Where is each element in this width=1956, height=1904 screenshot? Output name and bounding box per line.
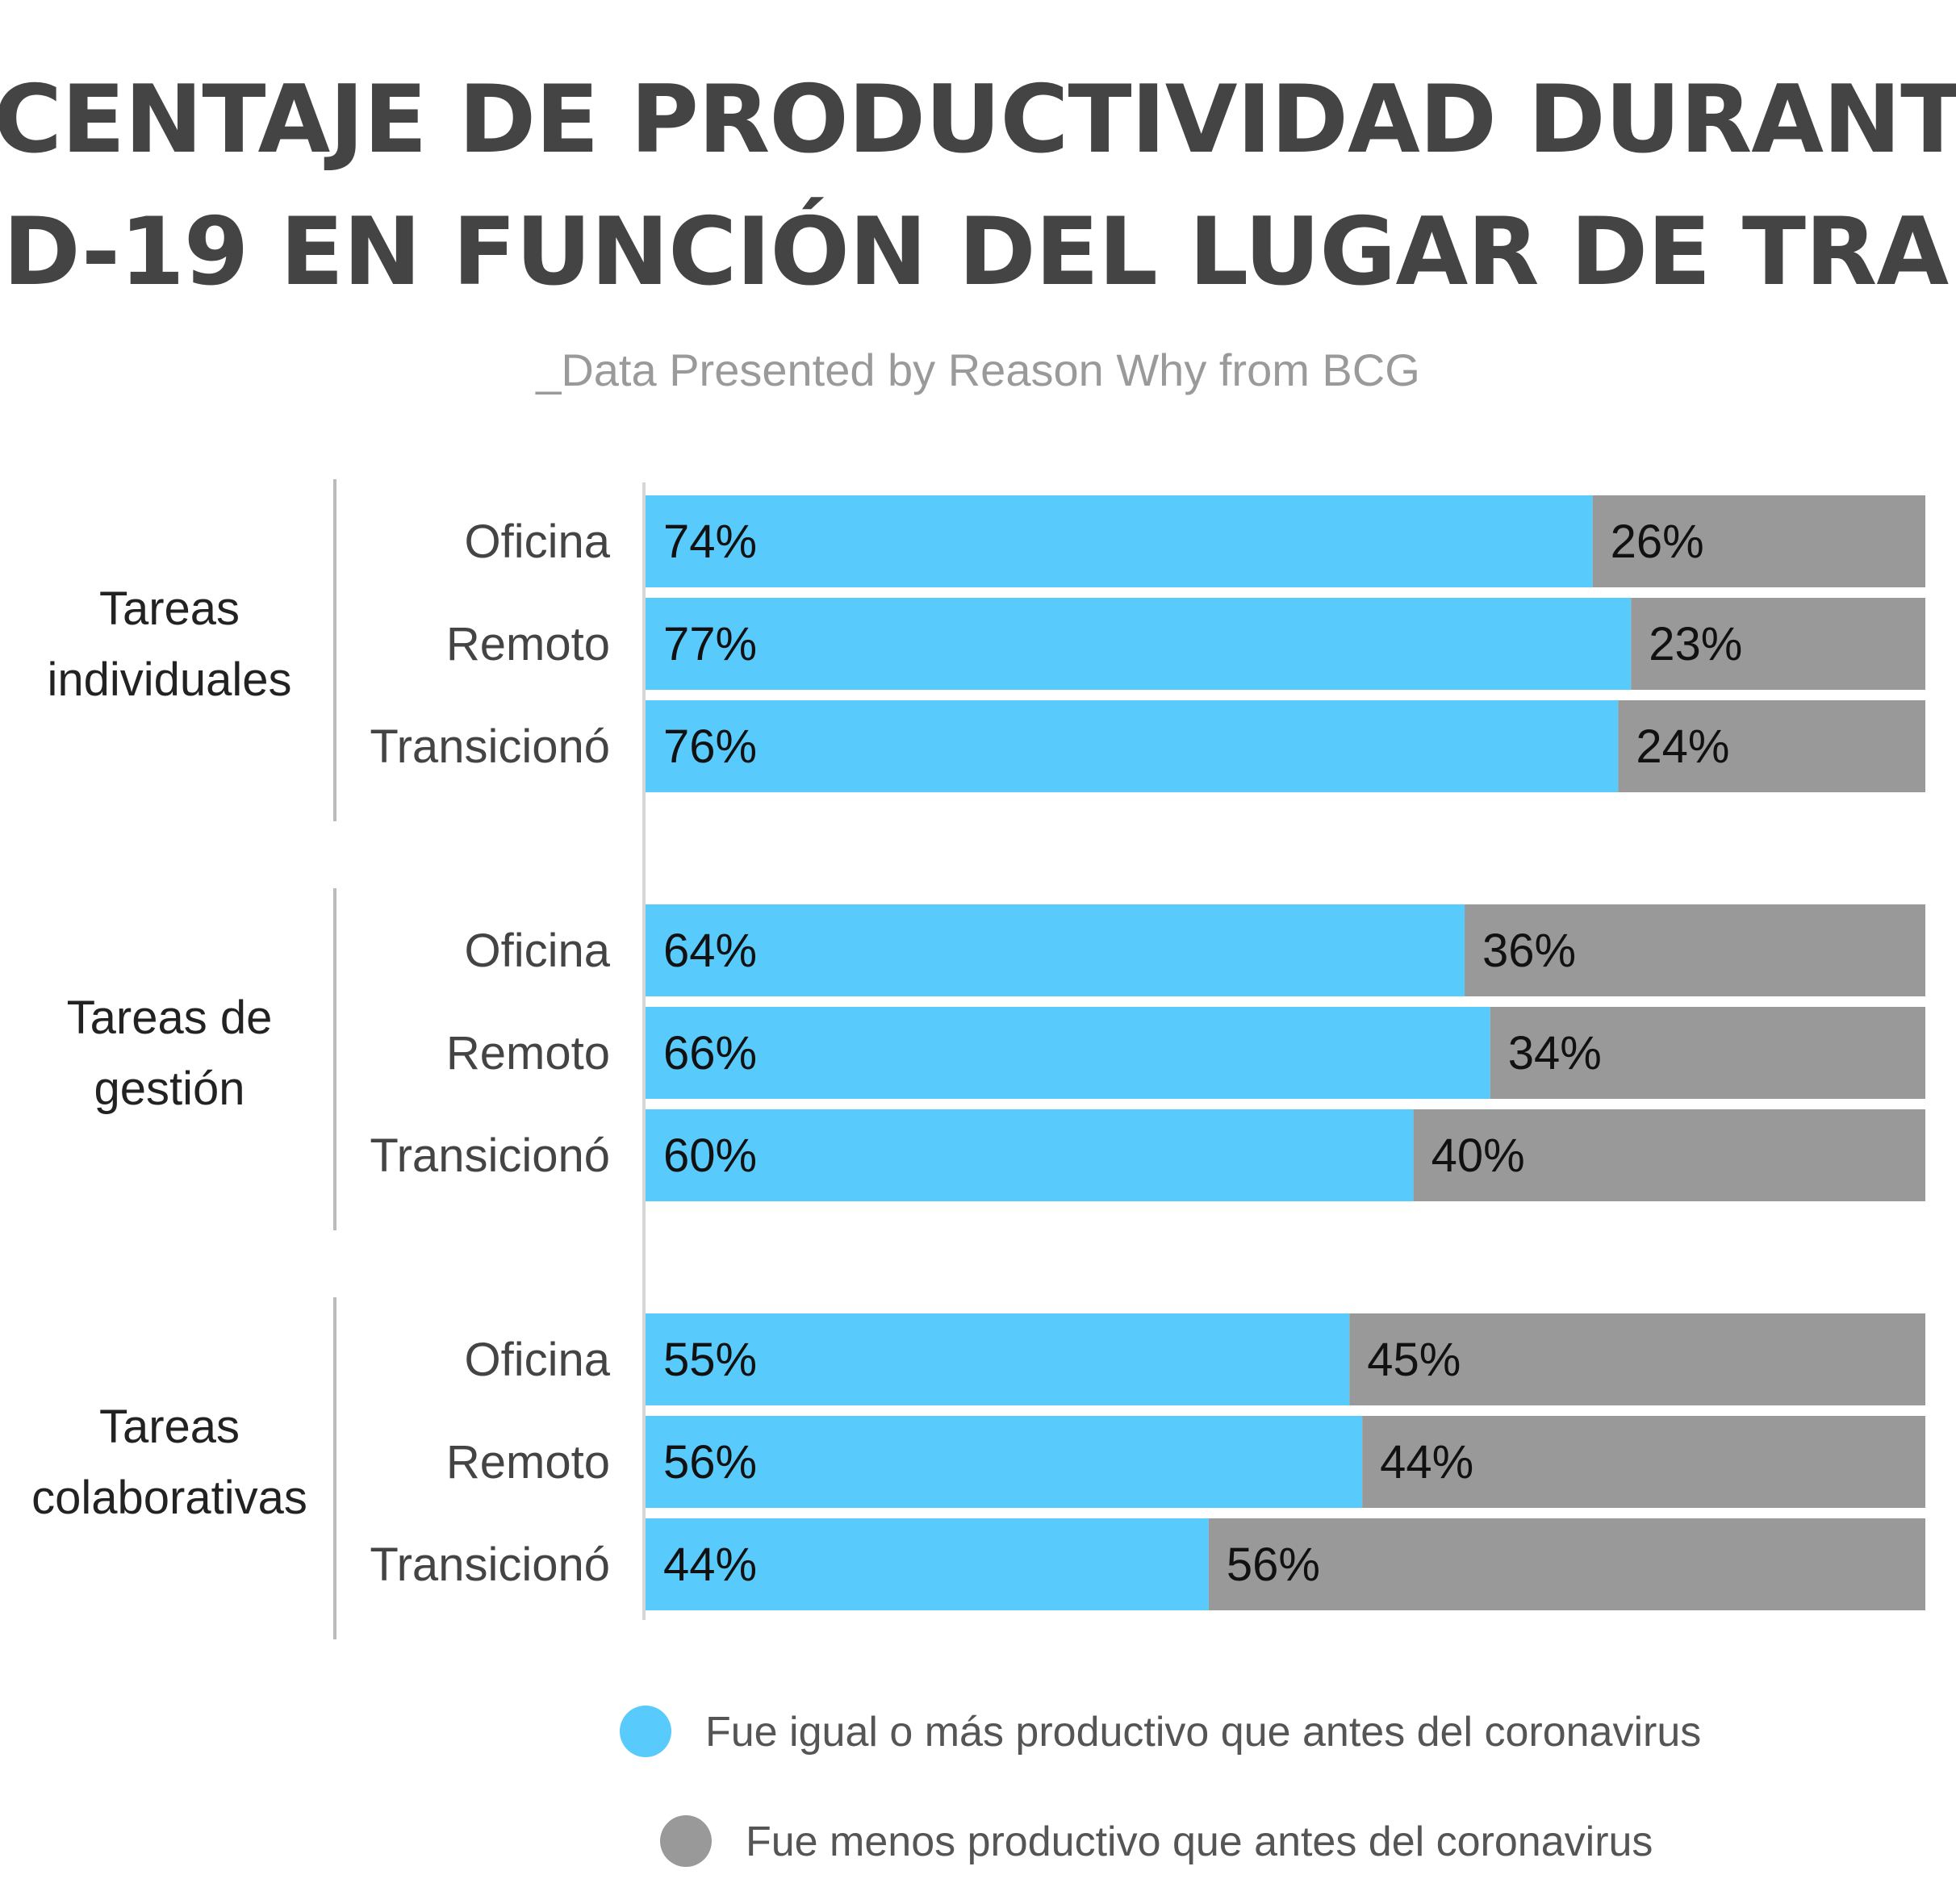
data-label-more: 56% xyxy=(663,1436,757,1489)
bar-more xyxy=(646,1313,1350,1405)
data-label-more: 55% xyxy=(663,1334,757,1386)
data-label-more: 44% xyxy=(663,1539,757,1591)
data-label-less: 24% xyxy=(1636,720,1729,773)
category-label: Transicionó xyxy=(370,1539,610,1591)
group-label: Tareas de xyxy=(67,992,273,1044)
legend-swatch xyxy=(660,1815,712,1867)
bar-less xyxy=(1592,495,1925,587)
legend-label: Fue igual o más productivo que antes del… xyxy=(705,1709,1701,1756)
data-label-less: 26% xyxy=(1611,516,1704,568)
category-label: Remoto xyxy=(446,1436,610,1489)
bar-less xyxy=(1362,1416,1925,1508)
data-label-more: 64% xyxy=(663,925,757,977)
group-label: gestión xyxy=(94,1063,245,1115)
data-label-less: 40% xyxy=(1431,1129,1525,1182)
bar-more xyxy=(646,700,1619,792)
chart-subtitle: _Data Presented by Reason Why from BCG xyxy=(535,344,1420,395)
bar-less xyxy=(1208,1518,1925,1610)
category-label: Remoto xyxy=(446,1027,610,1079)
category-label: Remoto xyxy=(446,618,610,670)
bar-less xyxy=(1490,1007,1925,1099)
category-label: Oficina xyxy=(464,1334,610,1386)
category-label: Oficina xyxy=(464,516,610,568)
bar-more xyxy=(646,495,1593,587)
group-label: colaborativas xyxy=(31,1472,307,1524)
data-label-less: 44% xyxy=(1380,1436,1473,1489)
bar-more xyxy=(646,904,1465,996)
data-label-more: 76% xyxy=(663,720,757,773)
bar-more xyxy=(646,1007,1490,1099)
group-label: Tareas xyxy=(99,1401,240,1453)
bar-more xyxy=(646,1518,1209,1610)
category-label: Transicionó xyxy=(370,1129,610,1182)
data-label-less: 23% xyxy=(1649,618,1742,670)
legend: Fue igual o más productivo que antes del… xyxy=(620,1706,1701,1867)
bars-layer: Tareas individuales Oficina 74% 26% Remoto 77%… xyxy=(31,479,1925,1639)
bar-more xyxy=(646,1416,1363,1508)
bar-less xyxy=(1413,1109,1925,1201)
data-label-more: 60% xyxy=(663,1129,757,1182)
bar-more xyxy=(646,1109,1414,1201)
bar-less xyxy=(1631,598,1925,690)
legend-label: Fue menos productivo que antes del coron… xyxy=(746,1818,1653,1865)
legend-swatch xyxy=(620,1706,671,1757)
group-label: Tareas xyxy=(99,582,240,635)
chart-title-line-1: PORCENTAJE DE PRODUCTIVIDAD DURANTE EL xyxy=(0,65,1956,174)
bar-less xyxy=(1465,904,1925,996)
category-label: Transicionó xyxy=(370,720,610,773)
data-label-less: 56% xyxy=(1227,1539,1320,1591)
bar-less xyxy=(1618,700,1925,792)
bar-less xyxy=(1349,1313,1925,1405)
category-label: Oficina xyxy=(464,925,610,977)
data-label-less: 45% xyxy=(1367,1334,1461,1386)
data-label-more: 77% xyxy=(663,618,757,670)
data-label-less: 36% xyxy=(1482,925,1576,977)
data-label-more: 66% xyxy=(663,1027,757,1079)
bar-more xyxy=(646,598,1632,690)
group-label: individuales xyxy=(47,653,291,706)
data-label-more: 74% xyxy=(663,516,757,568)
chart-title-line-2: COVID-19 EN FUNCIÓN DEL LUGAR DE TRABAJO xyxy=(0,197,1956,307)
data-label-less: 34% xyxy=(1508,1027,1602,1079)
